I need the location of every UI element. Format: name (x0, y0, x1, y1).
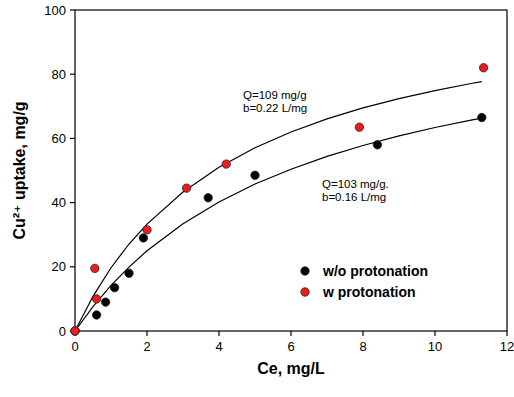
x-tick-label: 6 (287, 339, 294, 354)
legend-label: w protonation (322, 284, 416, 300)
x-tick (362, 331, 363, 336)
data-point (71, 327, 79, 335)
x-tick-label: 2 (143, 339, 150, 354)
y-tick-label: 100 (44, 3, 66, 18)
plot-area (71, 64, 488, 336)
y-tick-label: 40 (52, 195, 66, 210)
data-point (139, 234, 147, 242)
legend: w/o protonation w protonation (301, 263, 428, 300)
y-tick-label: 60 (52, 131, 66, 146)
annotation: Q=103 mg/g. (322, 178, 389, 190)
annotation: b=0.16 L/mg (322, 191, 386, 203)
y-tick-label: 0 (59, 324, 66, 339)
x-tick (218, 331, 219, 336)
annotation: b=0.22 L/mg (243, 102, 307, 114)
legend-marker (301, 267, 309, 275)
data-point (478, 113, 486, 121)
data-point (479, 64, 487, 72)
data-point (204, 194, 212, 202)
fit-curve (75, 118, 482, 331)
y-tick (70, 202, 75, 203)
data-point (222, 160, 230, 168)
chart: 0 2 4 6 8 10 12 0 20 40 60 80 100 Ce, mg/L Cu²⁺ uptake… (0, 0, 514, 397)
fit-curve (75, 82, 482, 331)
x-tick-label: 8 (359, 339, 366, 354)
data-point (182, 184, 190, 192)
data-point (143, 226, 151, 234)
x-tick-label: 4 (215, 339, 222, 354)
y-tick (70, 266, 75, 267)
annotation: Q=109 mg/g (243, 89, 307, 101)
x-tick (290, 331, 291, 336)
x-tick-label: 10 (428, 339, 442, 354)
y-tick (70, 138, 75, 139)
data-point (101, 298, 109, 306)
data-point (110, 283, 118, 291)
data-point (251, 171, 259, 179)
legend-label: w/o protonation (322, 263, 428, 279)
data-point (71, 327, 79, 335)
x-axis-label: Ce, mg/L (257, 360, 325, 377)
y-tick-label: 80 (52, 67, 66, 82)
data-point (91, 264, 99, 272)
x-tick (506, 331, 507, 336)
data-point (373, 141, 381, 149)
legend-marker (301, 288, 309, 296)
x-tick-label: 12 (500, 339, 514, 354)
x-tick-label: 0 (71, 339, 78, 354)
data-point (355, 123, 363, 131)
y-tick (70, 74, 75, 75)
y-tick-label: 20 (52, 259, 66, 274)
x-tick (434, 331, 435, 336)
plot-frame (75, 10, 507, 331)
y-tick (70, 9, 75, 10)
data-point (125, 269, 133, 277)
data-point (92, 295, 100, 303)
data-point (92, 311, 100, 319)
x-tick (146, 331, 147, 336)
y-axis-label: Cu²⁺ uptake, mg/g (11, 101, 28, 239)
